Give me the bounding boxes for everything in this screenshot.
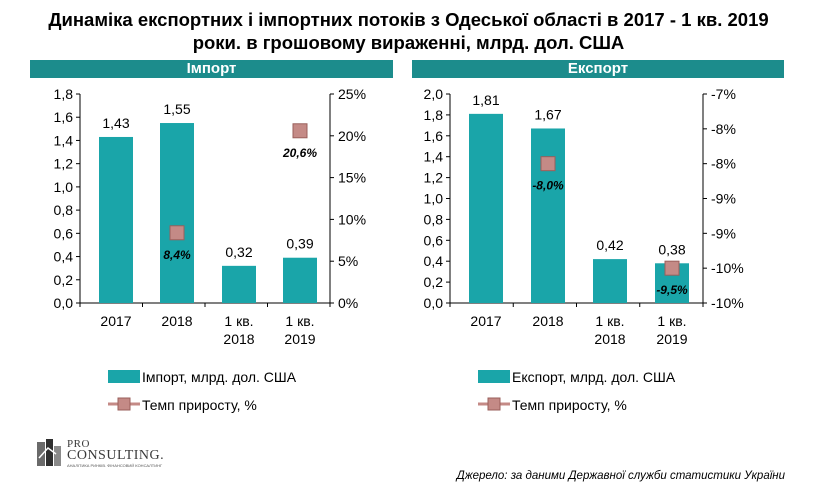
import-y-left-tick-label: 0,2 bbox=[54, 272, 74, 288]
export-x-category-label: 2019 bbox=[656, 331, 687, 347]
import-bar bbox=[99, 136, 133, 303]
export-x-category-label: 1 кв. bbox=[657, 313, 686, 329]
import-growth-label: 20,6% bbox=[282, 146, 317, 160]
import-y-left-tick-label: 0,6 bbox=[54, 225, 74, 241]
export-bar-value-label: 0,38 bbox=[658, 241, 685, 257]
import-y-left-tick-label: 1,6 bbox=[54, 109, 74, 125]
export-section-label: Експорт bbox=[412, 60, 784, 78]
import-x-category-label: 2019 bbox=[284, 331, 315, 347]
import-legend-bar-swatch bbox=[108, 370, 140, 383]
export-x-category-label: 2018 bbox=[594, 331, 625, 347]
export-y-right-tick-label: -10% bbox=[711, 295, 744, 311]
export-y-left-tick-label: 1,6 bbox=[424, 128, 444, 144]
export-y-left-tick-label: 0,0 bbox=[424, 295, 444, 311]
logo-line-3: АНАЛІТИКА РИНКІВ. ФІНАНСОВИЙ КОНСАЛТИНГ bbox=[67, 463, 163, 468]
export-x-category-label: 2018 bbox=[532, 313, 563, 329]
import-y-left-tick-label: 0,4 bbox=[54, 249, 74, 265]
export-legend-marker-label: Темп приросту, % bbox=[512, 397, 627, 413]
export-y-left-tick-label: 2,0 bbox=[424, 86, 444, 102]
import-bar bbox=[160, 123, 194, 304]
export-y-left-tick-label: 1,2 bbox=[424, 170, 444, 186]
export-growth-label: -8,0% bbox=[532, 179, 564, 193]
export-y-left-tick-label: 1,8 bbox=[424, 107, 444, 123]
export-bar bbox=[531, 128, 565, 303]
import-bar-value-label: 1,55 bbox=[163, 101, 190, 117]
import-y-left-tick-label: 0,8 bbox=[54, 202, 74, 218]
import-legend-bar-label: Імпорт, млрд. дол. США bbox=[142, 369, 297, 385]
export-x-category-label: 2017 bbox=[470, 313, 501, 329]
import-y-right-tick-label: 10% bbox=[338, 211, 366, 227]
source-note: Джерело: за даними Державної служби стат… bbox=[456, 470, 785, 482]
export-legend-bar-label: Експорт, млрд. дол. США bbox=[512, 369, 676, 385]
import-y-left-tick-label: 1,4 bbox=[54, 132, 74, 148]
export-y-right-tick-label: -8% bbox=[711, 121, 736, 137]
export-x-category-label: 1 кв. bbox=[595, 313, 624, 329]
import-legend-marker-swatch bbox=[117, 397, 131, 411]
import-growth-marker bbox=[292, 123, 308, 139]
import-growth-label: 8,4% bbox=[163, 248, 191, 262]
import-legend-marker-label: Темп приросту, % bbox=[142, 397, 257, 413]
import-y-right-tick-label: 0% bbox=[338, 295, 358, 311]
export-y-right-tick-label: -9% bbox=[711, 225, 736, 241]
import-bar-value-label: 1,43 bbox=[102, 115, 129, 131]
import-x-category-label: 2018 bbox=[161, 313, 192, 329]
import-x-category-label: 2017 bbox=[100, 313, 131, 329]
export-bar-value-label: 1,81 bbox=[472, 92, 499, 108]
export-y-right-tick-label: -9% bbox=[711, 191, 736, 207]
title-line-1: Динаміка експортних і імпортних потоків … bbox=[48, 9, 769, 30]
export-y-left-tick-label: 0,2 bbox=[424, 274, 444, 290]
pro-consulting-logo: PRO CONSULTING. АНАЛІТИКА РИНКІВ. ФІНАНС… bbox=[36, 438, 196, 470]
title-line-2: роки. в грошовому вираженні, млрд. дол. … bbox=[192, 32, 625, 53]
export-y-right-tick-label: -10% bbox=[711, 260, 744, 276]
logo-mark-icon bbox=[37, 439, 61, 466]
import-y-right-tick-label: 5% bbox=[338, 253, 358, 269]
export-y-left-tick-label: 0,6 bbox=[424, 232, 444, 248]
export-growth-marker bbox=[664, 260, 680, 276]
import-y-left-tick-label: 1,2 bbox=[54, 156, 74, 172]
export-bar-value-label: 1,67 bbox=[534, 106, 561, 122]
chart-title: Динаміка експортних і імпортних потоків … bbox=[0, 8, 817, 54]
export-y-left-tick-label: 1,0 bbox=[424, 191, 444, 207]
export-growth-label: -9,5% bbox=[656, 283, 688, 297]
import-x-category-label: 2018 bbox=[223, 331, 254, 347]
export-y-left-tick-label: 0,8 bbox=[424, 211, 444, 227]
export-bar-value-label: 0,42 bbox=[596, 237, 623, 253]
import-growth-marker bbox=[169, 225, 185, 241]
import-bar bbox=[222, 265, 256, 303]
logo-line-2: CONSULTING. bbox=[67, 448, 165, 463]
import-bar bbox=[283, 257, 317, 303]
import-y-left-tick-label: 0,0 bbox=[54, 295, 74, 311]
import-y-left-tick-label: 1,8 bbox=[54, 86, 74, 102]
import-bar-value-label: 0,39 bbox=[286, 236, 313, 252]
import-x-category-label: 1 кв. bbox=[224, 313, 253, 329]
export-growth-marker bbox=[540, 156, 556, 172]
logo-line-1: PRO bbox=[67, 438, 90, 450]
import-y-right-tick-label: 15% bbox=[338, 170, 366, 186]
import-y-left-tick-label: 1,0 bbox=[54, 179, 74, 195]
import-x-category-label: 1 кв. bbox=[285, 313, 314, 329]
import-y-right-tick-label: 25% bbox=[338, 86, 366, 102]
import-bar-value-label: 0,32 bbox=[225, 244, 252, 260]
export-y-left-tick-label: 1,4 bbox=[424, 149, 444, 165]
export-y-right-tick-label: -8% bbox=[711, 156, 736, 172]
export-y-right-tick-label: -7% bbox=[711, 86, 736, 102]
import-section-label: Імпорт bbox=[30, 60, 393, 78]
export-legend-marker-swatch bbox=[487, 397, 501, 411]
import-y-right-tick-label: 20% bbox=[338, 128, 366, 144]
export-bar bbox=[593, 259, 627, 303]
export-legend-bar-swatch bbox=[478, 370, 510, 383]
export-bar bbox=[469, 113, 503, 303]
export-y-left-tick-label: 0,4 bbox=[424, 253, 444, 269]
